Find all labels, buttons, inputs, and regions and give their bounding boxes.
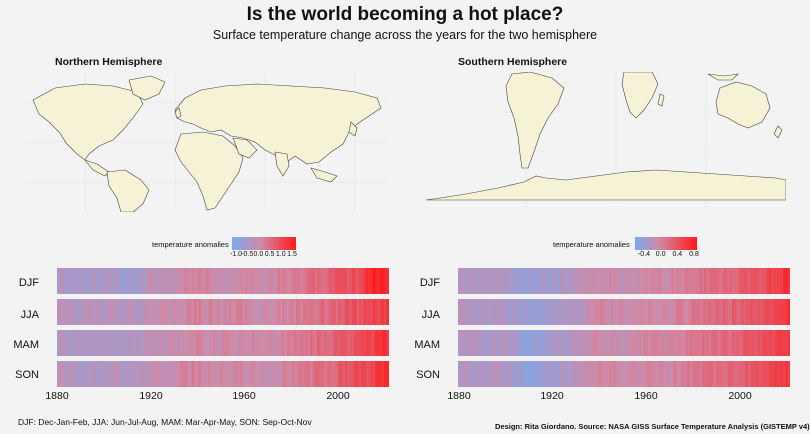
- south-legend-tick: 0.0: [655, 251, 666, 258]
- north-strip-jja: [57, 299, 389, 325]
- north-heatmap: [57, 268, 389, 387]
- madagascar-shape: [657, 93, 665, 107]
- antarctica-shape: [426, 169, 786, 201]
- south-row-label-son: SON: [416, 369, 440, 381]
- north-strip-son: [57, 361, 389, 387]
- north-row-label-jja: JJA: [20, 309, 39, 321]
- uk-shape: [174, 107, 182, 119]
- south-strip-mam: [458, 330, 790, 356]
- south-legend-tick: 0.4: [672, 251, 683, 258]
- north-year-1960: 1960: [232, 390, 256, 402]
- north-legend-title: temperature anomalies: [152, 240, 229, 249]
- greenland-shape: [128, 75, 166, 101]
- new-zealand-shape: [773, 125, 783, 139]
- north-legend-tick: 0.0: [253, 251, 264, 258]
- south-map: [426, 72, 786, 204]
- south-america-shape: [505, 72, 565, 169]
- se-asia-shape: [310, 167, 338, 183]
- north-strip-mam: [57, 330, 389, 356]
- japan-shape: [348, 121, 358, 137]
- south-strip-son: [458, 361, 790, 387]
- north-legend-tick: -0.5: [241, 251, 254, 258]
- arabia-shape: [232, 137, 258, 159]
- source-credit: Design: Rita Giordano. Source: NASA GISS…: [495, 422, 810, 431]
- north-legend-tick: 0.5: [264, 251, 275, 258]
- north-year-2000: 2000: [326, 390, 350, 402]
- north-legend-ticks: -1.0 -0.5 0.0 0.5 1.0 1.5: [0, 251, 810, 261]
- south-row-label-mam: MAM: [414, 339, 440, 351]
- south-strip-djf: [458, 268, 790, 294]
- north-row-label-mam: MAM: [13, 339, 39, 351]
- south-map-continents: [426, 72, 786, 201]
- south-america-shape: [106, 169, 150, 212]
- india-shape: [274, 151, 290, 177]
- north-america-shape: [32, 83, 144, 161]
- north-year-1920: 1920: [139, 390, 163, 402]
- north-row-label-son: SON: [15, 369, 39, 381]
- south-panel-title: Southern Hemisphere: [458, 56, 568, 68]
- north-year-1880: 1880: [45, 390, 69, 402]
- eurasia-shape: [174, 83, 382, 165]
- south-legend-colorbar: [635, 237, 697, 250]
- south-row-label-jja: JJA: [421, 309, 440, 321]
- north-panel-title: Northern Hemisphere: [55, 56, 163, 68]
- north-legend-tick: -1.0: [229, 251, 243, 258]
- africa-shape: [174, 131, 244, 211]
- south-year-1920: 1920: [540, 390, 564, 402]
- indonesia-shape: [707, 73, 739, 81]
- north-strip-djf: [57, 268, 389, 294]
- north-legend-tick: 1.5: [287, 251, 297, 258]
- australia-shape: [715, 81, 771, 129]
- south-row-label-djf: DJF: [419, 277, 440, 289]
- north-legend-colorbar: [232, 237, 296, 250]
- season-footnote: DJF: Dec-Jan-Feb, JJA: Jun-Jul-Aug, MAM:…: [18, 417, 312, 427]
- south-year-1960: 1960: [634, 390, 658, 402]
- north-map-continents: [32, 75, 382, 212]
- south-heatmap: [458, 268, 790, 387]
- africa-shape: [621, 72, 659, 119]
- chart-title: Is the world becoming a hot place?: [246, 4, 564, 25]
- chart-subtitle: Surface temperature change across the ye…: [212, 28, 598, 42]
- south-year-1880: 1880: [447, 390, 471, 402]
- south-legend-title: temperature anomalies: [553, 240, 630, 249]
- north-row-label-djf: DJF: [18, 277, 39, 289]
- south-legend-tick: -0.4: [637, 251, 651, 258]
- south-legend-tick: 0.8: [689, 251, 699, 258]
- north-legend-tick: 1.0: [275, 251, 286, 258]
- south-legend-ticks: -0.4 0.0 0.4 0.8: [0, 251, 810, 261]
- north-map: [25, 72, 388, 212]
- south-strip-jja: [458, 299, 790, 325]
- south-year-2000: 2000: [728, 390, 752, 402]
